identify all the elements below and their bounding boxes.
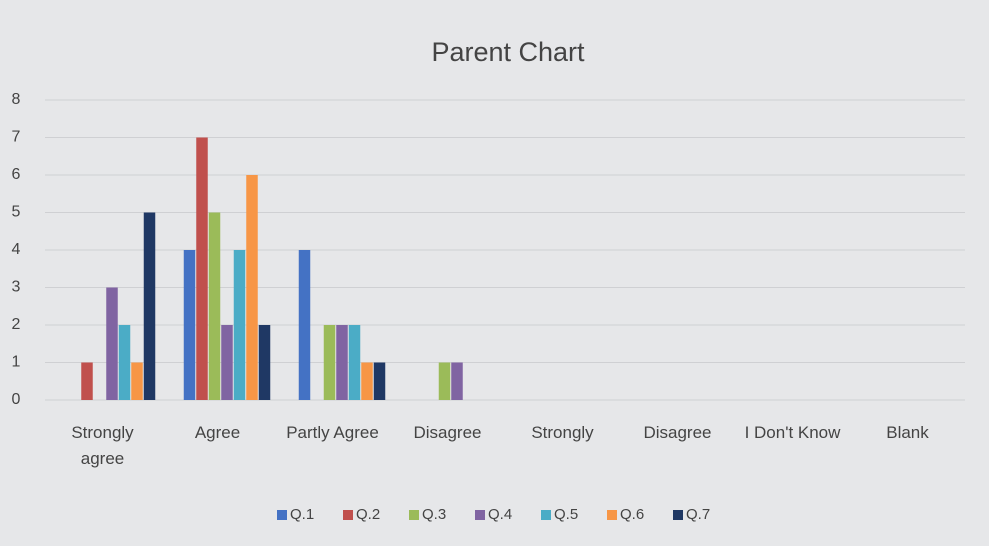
bar: [298, 250, 311, 400]
legend-label: Q.4: [488, 506, 512, 523]
legend-swatch: [343, 510, 353, 520]
bar: [451, 362, 463, 400]
x-tick-label: Partly Agree: [286, 423, 379, 442]
legend-label: Q.1: [290, 506, 314, 523]
legend-swatch: [607, 510, 617, 520]
x-tick-label: I Don't Know: [744, 423, 841, 442]
y-tick-label: 2: [12, 316, 21, 333]
legend-swatch: [673, 510, 683, 520]
legend-label: Q.6: [620, 506, 644, 523]
bar: [348, 325, 361, 400]
y-tick-label: 6: [12, 166, 21, 183]
y-tick-label: 3: [12, 279, 21, 296]
bar: [131, 362, 143, 400]
x-tick-label: Agree: [194, 423, 241, 442]
y-tick-label: 0: [12, 391, 21, 408]
bar: [81, 362, 93, 400]
chart-title: Parent Chart: [431, 37, 585, 67]
legend-label: Q.2: [356, 506, 380, 523]
bar: [118, 325, 131, 400]
y-tick-label: 8: [12, 91, 21, 108]
x-tick-label: Strongly: [531, 423, 594, 442]
legend-swatch: [541, 510, 551, 520]
x-tick-label: Blank: [886, 423, 929, 442]
bar: [258, 325, 271, 400]
y-tick-label: 4: [12, 241, 21, 258]
bar: [183, 250, 196, 400]
bar: [438, 362, 451, 400]
bar: [143, 212, 156, 400]
legend-swatch: [475, 510, 485, 520]
legend-label: Q.3: [422, 506, 446, 523]
legend-swatch: [409, 510, 419, 520]
bar: [246, 175, 258, 400]
x-tick-label: Strongly agree: [71, 423, 134, 468]
y-tick-label: 7: [12, 129, 21, 146]
x-tick-label: Disagree: [413, 423, 482, 442]
bar: [221, 325, 233, 400]
legend-swatch: [277, 510, 287, 520]
bar: [361, 362, 373, 400]
bar: [323, 325, 336, 400]
bar: [336, 325, 348, 400]
y-tick-label: 5: [12, 204, 21, 221]
y-tick-label: 1: [12, 354, 21, 371]
bar: [233, 250, 246, 400]
legend-label: Q.5: [554, 506, 578, 523]
legend-label: Q.7: [686, 506, 710, 523]
x-tick-label: Disagree: [643, 423, 712, 442]
bar: [373, 362, 386, 400]
bar: [208, 212, 221, 400]
bar: [196, 137, 208, 400]
bar: [106, 287, 118, 400]
